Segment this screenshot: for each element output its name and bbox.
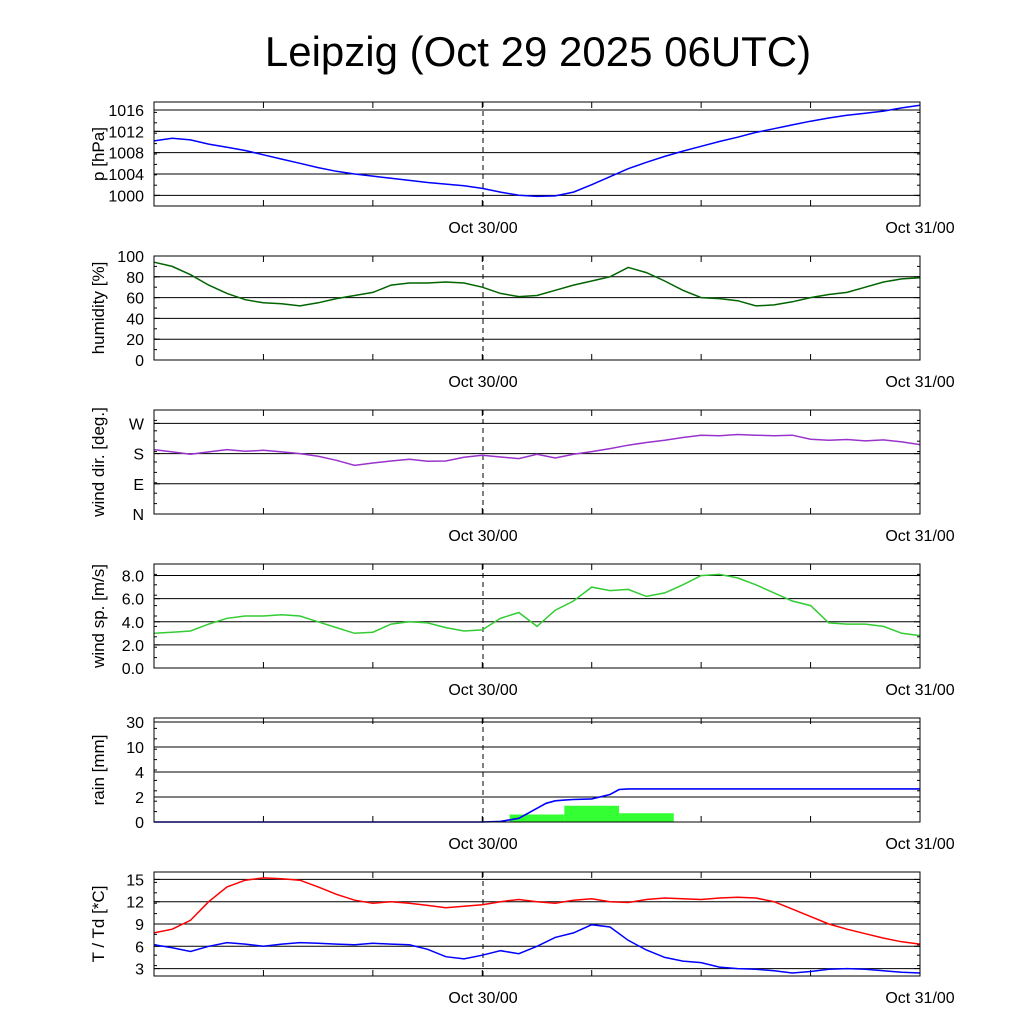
chart-title: Leipzig (Oct 29 2025 06UTC) bbox=[265, 28, 811, 75]
panel-4: 0.0 2.0 4.0 6.0 8.0 wind sp. [m/s] Oct 30/00 Oc… bbox=[89, 563, 955, 699]
y-tick-label: 6.0 bbox=[122, 592, 144, 609]
y-tick-label: 15 bbox=[126, 872, 144, 889]
y-tick-label: 1012 bbox=[108, 124, 144, 141]
y-tick-label: 9 bbox=[135, 917, 144, 934]
y-tick-label: 4 bbox=[135, 765, 144, 782]
plot-frame bbox=[153, 409, 921, 515]
rain-bar bbox=[564, 805, 620, 822]
x-tick-label: Oct 31/00 bbox=[885, 374, 954, 391]
y-tick-label: 3 bbox=[135, 962, 144, 979]
y-tick-label: 40 bbox=[126, 311, 144, 328]
y-axis-label: T / Td [*C] bbox=[89, 886, 108, 963]
y-tick-label: 1016 bbox=[108, 103, 144, 120]
x-tick-label: Oct 30/00 bbox=[448, 990, 517, 1007]
y-axis-label: wind dir. [deg.] bbox=[89, 407, 108, 518]
panel-6: 3 6 9 12 15 T / Td [*C] Oct 30/00 Oct 31/00 bbox=[89, 871, 955, 1007]
panel-5: 0 2 4 10 30 rain [mm] Oct 30/00 Oct 31/00 bbox=[89, 715, 955, 853]
x-tick-label: Oct 31/00 bbox=[885, 990, 954, 1007]
x-tick-label: Oct 31/00 bbox=[885, 528, 954, 545]
y-tick-label: 20 bbox=[126, 332, 144, 349]
y-tick-label: S bbox=[133, 447, 144, 464]
accumulated-rain-line bbox=[154, 788, 920, 823]
y-tick-label: 12 bbox=[126, 895, 144, 912]
series-line-1 bbox=[153, 877, 921, 945]
series-line-2 bbox=[153, 923, 921, 974]
plot-frame bbox=[153, 871, 921, 977]
rain-bar bbox=[619, 813, 674, 822]
x-tick-label: Oct 30/00 bbox=[448, 528, 517, 545]
plot-frame bbox=[153, 717, 921, 823]
y-tick-label: 1000 bbox=[108, 188, 144, 205]
y-tick-label: 1008 bbox=[108, 146, 144, 163]
y-tick-label: 80 bbox=[126, 270, 144, 287]
y-axis-label: p [hPa] bbox=[89, 127, 108, 181]
y-tick-label: 8.0 bbox=[122, 569, 144, 586]
y-axis-label: rain [mm] bbox=[89, 735, 108, 806]
rain-bar bbox=[509, 814, 565, 822]
y-tick-label: 60 bbox=[126, 291, 144, 308]
y-tick-label: 6 bbox=[135, 939, 144, 956]
y-axis-label: wind sp. [m/s] bbox=[89, 564, 108, 669]
y-tick-label: 4.0 bbox=[122, 615, 144, 632]
y-tick-label: 2 bbox=[135, 790, 144, 807]
series-line-1 bbox=[153, 261, 921, 307]
y-tick-label: W bbox=[129, 416, 145, 433]
panel-2: 0 20 40 60 80 100 humidity [%] Oct 30/00 Oct 31/… bbox=[89, 249, 955, 391]
y-tick-label: 10 bbox=[126, 740, 144, 757]
y-tick-label: E bbox=[133, 477, 144, 494]
y-tick-label: N bbox=[132, 507, 144, 524]
y-tick-label: 100 bbox=[117, 249, 144, 266]
plot-frame bbox=[153, 255, 921, 361]
y-tick-label: 2.0 bbox=[122, 638, 144, 655]
y-tick-label: 30 bbox=[126, 715, 144, 732]
x-tick-label: Oct 30/00 bbox=[448, 220, 517, 237]
y-tick-label: 0 bbox=[135, 815, 144, 832]
y-axis-label: humidity [%] bbox=[89, 262, 108, 355]
y-tick-label: 0 bbox=[135, 353, 144, 370]
y-tick-label: 0.0 bbox=[122, 661, 144, 678]
x-tick-label: Oct 30/00 bbox=[448, 836, 517, 853]
x-tick-label: Oct 30/00 bbox=[448, 682, 517, 699]
series-line-1 bbox=[153, 104, 921, 198]
x-tick-label: Oct 31/00 bbox=[885, 220, 954, 237]
series-line-1 bbox=[153, 433, 921, 467]
plot-frame bbox=[153, 563, 921, 669]
plot-frame bbox=[153, 101, 921, 207]
x-tick-label: Oct 31/00 bbox=[885, 682, 954, 699]
y-tick-label: 1004 bbox=[108, 167, 144, 184]
x-tick-label: Oct 31/00 bbox=[885, 836, 954, 853]
x-tick-label: Oct 30/00 bbox=[448, 374, 517, 391]
series-line-1 bbox=[153, 573, 921, 637]
